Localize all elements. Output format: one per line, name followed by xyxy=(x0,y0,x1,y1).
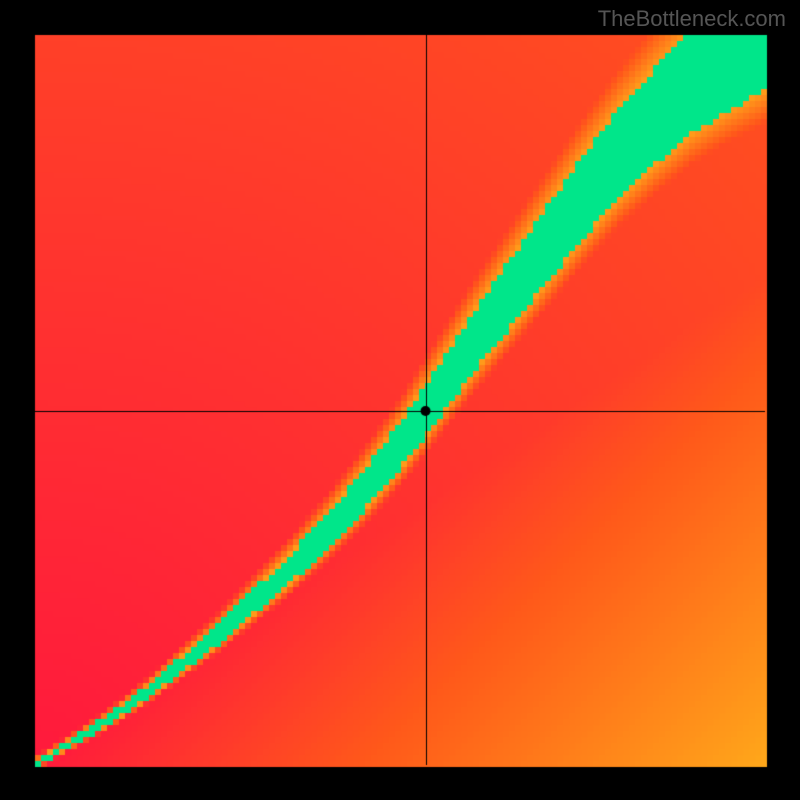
watermark-text: TheBottleneck.com xyxy=(598,6,786,32)
heatmap-canvas xyxy=(0,0,800,800)
chart-frame: TheBottleneck.com xyxy=(0,0,800,800)
